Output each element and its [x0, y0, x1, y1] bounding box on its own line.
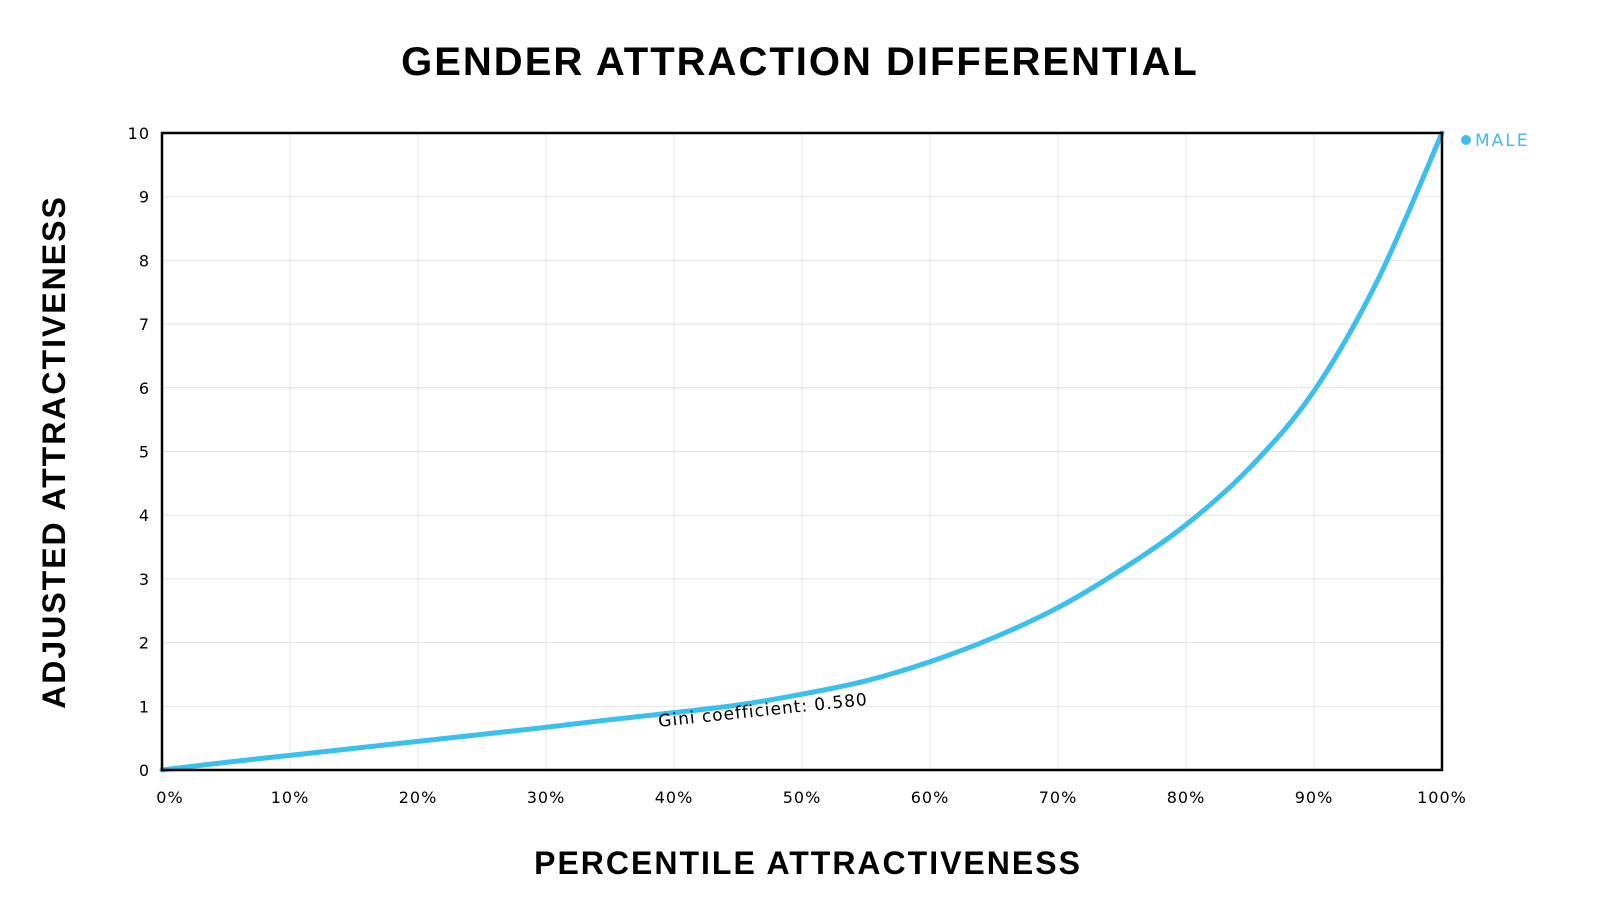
y-tick-label: 0 — [139, 761, 150, 780]
plot-frame — [160, 131, 1444, 772]
annotations: Gini coefficient: 0.580 — [657, 690, 868, 732]
x-tick-label: 40% — [655, 788, 694, 807]
x-axis-ticks: 0% 10% 20% 30% 40% 50% 60% 70% 80% 90% 100% — [156, 788, 1467, 807]
x-tick-label: 0% — [156, 788, 183, 807]
gini-annotation: Gini coefficient: 0.580 — [657, 690, 868, 732]
x-tick-label: 30% — [527, 788, 566, 807]
y-tick-label: 8 — [139, 251, 150, 270]
x-tick-label: 80% — [1167, 788, 1206, 807]
y-axis-title: ADJUSTED ATTRACTIVENESS — [36, 195, 72, 709]
y-tick-label: 1 — [139, 697, 150, 716]
x-tick-label: 90% — [1295, 788, 1334, 807]
legend-marker-male — [1461, 135, 1471, 145]
series-line-male — [159, 130, 1445, 773]
x-tick-label: 70% — [1039, 788, 1078, 807]
chart-title: GENDER ATTRACTION DIFFERENTIAL — [401, 40, 1199, 84]
x-tick-label: 100% — [1417, 788, 1467, 807]
y-tick-label: 7 — [139, 315, 150, 334]
y-tick-label: 2 — [139, 634, 150, 653]
series-layer — [159, 130, 1445, 773]
y-axis-ticks: 0 1 2 3 4 5 6 7 8 9 10 — [128, 124, 150, 780]
x-tick-label: 60% — [911, 788, 950, 807]
legend: MALE — [1461, 131, 1530, 151]
gridlines — [162, 133, 1442, 770]
x-tick-label: 10% — [271, 788, 310, 807]
x-tick-label: 20% — [399, 788, 438, 807]
y-tick-label: 3 — [139, 570, 150, 589]
y-tick-label: 5 — [139, 443, 150, 462]
y-tick-label: 6 — [139, 379, 150, 398]
x-tick-label: 50% — [783, 788, 822, 807]
y-tick-label: 10 — [128, 124, 150, 143]
x-axis-title: PERCENTILE ATTRACTIVENESS — [534, 845, 1082, 881]
y-tick-label: 9 — [139, 188, 150, 207]
legend-label-male: MALE — [1475, 131, 1530, 151]
y-tick-label: 4 — [139, 506, 150, 525]
